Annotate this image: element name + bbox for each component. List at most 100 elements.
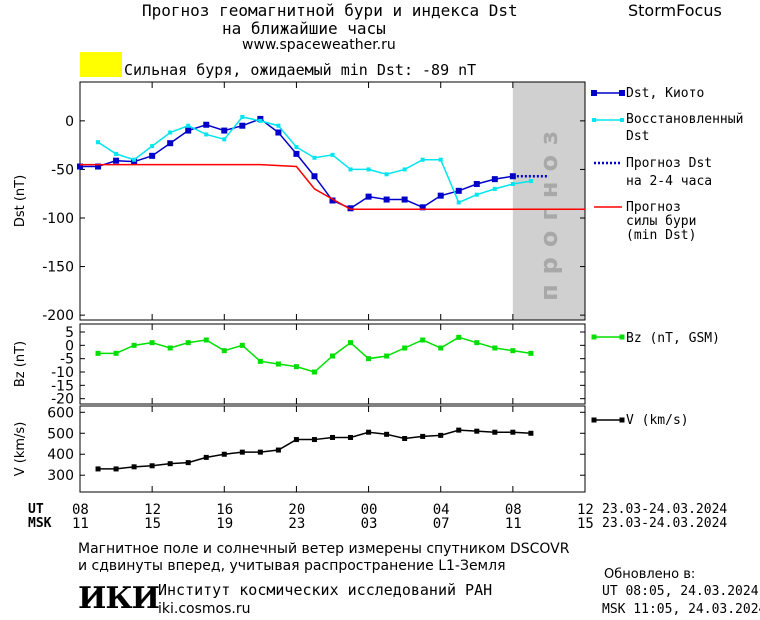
- data-point: [221, 451, 227, 457]
- data-point: [114, 151, 119, 156]
- y-tick-label: 300: [47, 468, 74, 484]
- data-point: [366, 356, 372, 362]
- data-point: [419, 204, 426, 211]
- legend-forecast-dst-1: Прогноз Dst: [626, 156, 713, 171]
- data-point: [258, 118, 263, 123]
- legend-v: V (km/s): [626, 413, 689, 428]
- y-tick-label: 500: [47, 426, 74, 442]
- ut-date-range: 23.03-24.03.2024: [602, 502, 728, 517]
- msk-date-range: 23.03-24.03.2024: [602, 516, 728, 531]
- data-point: [528, 430, 534, 436]
- y-tick-label: -200: [42, 308, 74, 324]
- data-point: [366, 429, 372, 435]
- data-point: [330, 152, 335, 157]
- data-point: [437, 192, 444, 199]
- data-point: [348, 434, 354, 440]
- data-point: [113, 157, 120, 164]
- data-point: [311, 369, 317, 375]
- data-point: [203, 337, 209, 343]
- legend-marker: [591, 417, 597, 423]
- data-point: [474, 428, 480, 434]
- data-point: [275, 129, 282, 136]
- data-point: [239, 122, 246, 129]
- data-point: [167, 461, 173, 467]
- data-point: [149, 152, 156, 159]
- data-point: [420, 157, 425, 162]
- iki-logo: ИКИ: [78, 581, 160, 616]
- data-point: [455, 187, 462, 194]
- data-point: [131, 464, 137, 470]
- data-point: [239, 342, 245, 348]
- data-point: [347, 205, 354, 212]
- data-point: [438, 432, 444, 438]
- panel-frame: [79, 81, 586, 321]
- data-point: [222, 137, 227, 142]
- ut-label: UT: [28, 502, 44, 517]
- institute-site: iki.cosmos.ru: [158, 601, 251, 617]
- data-point: [311, 437, 317, 443]
- data-point: [185, 127, 192, 134]
- data-point: [438, 157, 443, 162]
- data-point: [167, 140, 174, 147]
- data-point: [492, 345, 498, 351]
- data-point: [492, 186, 497, 191]
- data-point: [330, 353, 335, 359]
- data-point: [257, 358, 263, 364]
- ut-tick-label: 12: [577, 502, 594, 518]
- forecast-band-label: прогноз: [535, 121, 563, 301]
- data-point: [132, 157, 137, 162]
- site-url: www.spaceweather.ru: [242, 37, 396, 53]
- measurement-note-line2: и сдвинуты вперед, учитывая распростране…: [78, 558, 506, 574]
- legend-marker: [592, 118, 596, 122]
- ut-tick-label: 16: [216, 502, 234, 518]
- data-point: [257, 449, 263, 455]
- ut-tick-label: 08: [504, 502, 522, 518]
- data-point: [96, 140, 101, 145]
- data-point: [150, 144, 155, 149]
- data-point: [167, 345, 173, 351]
- data-point: [95, 350, 101, 356]
- brand-label: StormFocus: [628, 1, 722, 20]
- forecast-band: [512, 82, 585, 320]
- data-point: [456, 427, 462, 433]
- data-point: [311, 173, 318, 180]
- msk-tick-label: 19: [216, 516, 234, 532]
- data-point: [474, 192, 479, 197]
- data-point: [312, 155, 317, 160]
- y-tick-label: 400: [47, 447, 74, 463]
- y-axis-label: Dst (nT): [13, 175, 28, 227]
- data-point: [366, 167, 371, 172]
- data-point: [276, 123, 281, 128]
- data-point: [365, 193, 372, 200]
- data-point: [456, 334, 462, 340]
- y-tick-label: 0: [65, 338, 74, 354]
- legend-restored-dst-1: Восстановленный: [626, 112, 744, 127]
- series-line: [80, 118, 513, 210]
- data-point: [402, 167, 407, 172]
- data-point: [113, 466, 119, 472]
- data-point: [113, 350, 119, 356]
- legend-bz: Bz (nT, GSM): [626, 331, 720, 346]
- data-point: [293, 150, 300, 157]
- data-point: [149, 463, 155, 469]
- data-point: [293, 437, 299, 443]
- y-tick-label: -20: [51, 392, 74, 408]
- y-tick-label: 5: [65, 325, 74, 341]
- chart-title-line2: на ближайшие часы: [222, 19, 386, 38]
- data-point: [528, 350, 534, 356]
- msk-tick-label: 11: [72, 516, 89, 532]
- legend-marker: [619, 90, 625, 96]
- data-point: [221, 348, 227, 354]
- legend-restored-dst-2: Dst: [626, 129, 650, 144]
- data-point: [402, 436, 408, 442]
- y-tick-label: -50: [51, 162, 74, 178]
- data-point: [491, 176, 498, 183]
- y-axis-label: V (km/s): [13, 422, 28, 477]
- legend-marker: [591, 90, 597, 96]
- legend-marker: [591, 334, 597, 340]
- storm-level-swatch: [80, 52, 122, 77]
- legend-marker: [619, 417, 625, 423]
- data-point: [330, 434, 335, 440]
- y-tick-label: -150: [42, 260, 74, 276]
